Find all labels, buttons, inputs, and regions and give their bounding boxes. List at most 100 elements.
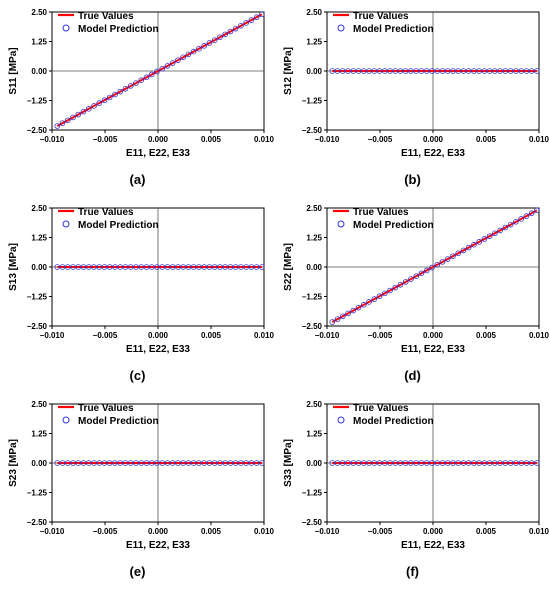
prediction-point — [450, 68, 456, 74]
prediction-point — [339, 460, 346, 466]
prediction-point — [455, 460, 461, 466]
prediction-point — [85, 264, 92, 270]
prediction-point — [154, 264, 160, 270]
subplot-caption: (e) — [129, 564, 146, 579]
y-tick-label: 2.50 — [31, 400, 47, 409]
prediction-point — [518, 460, 524, 466]
prediction-point — [439, 68, 446, 74]
prediction-point — [206, 40, 213, 46]
prediction-point — [429, 460, 435, 466]
prediction-point — [206, 460, 213, 466]
prediction-point — [122, 460, 129, 466]
prediction-point — [455, 250, 461, 257]
legend-marker-swatch — [337, 220, 345, 228]
prediction-point — [248, 17, 255, 23]
prediction-point — [238, 460, 244, 466]
prediction-point — [350, 460, 357, 466]
prediction-point — [175, 460, 181, 466]
prediction-point — [243, 20, 249, 26]
legend-label: True Values — [78, 207, 134, 218]
prediction-point — [366, 68, 372, 74]
prediction-point — [148, 264, 155, 270]
prediction-point — [54, 264, 61, 270]
x-tick-label: −0.010 — [315, 135, 340, 144]
y-tick-label: −1.25 — [302, 489, 323, 498]
prediction-point — [413, 68, 420, 74]
legend-marker-swatch — [62, 220, 70, 228]
prediction-point — [345, 310, 351, 317]
prediction-point — [534, 68, 540, 74]
prediction-point — [238, 23, 244, 29]
prediction-point — [112, 460, 118, 466]
prediction-point — [418, 460, 425, 466]
prediction-point — [534, 460, 540, 466]
prediction-point — [376, 68, 383, 74]
prediction-point — [439, 259, 446, 265]
prediction-point — [392, 284, 399, 291]
x-tick-label: −0.010 — [315, 331, 340, 340]
prediction-point — [528, 210, 535, 217]
prediction-point — [444, 460, 451, 466]
chart-svg: −0.010 −0.005 0.000 0.005 0.010 2.50 1.25 0.00 −… — [283, 8, 550, 159]
prediction-point — [460, 247, 467, 254]
prediction-point — [117, 264, 124, 270]
prediction-point — [392, 68, 399, 74]
y-tick-label: −1.25 — [302, 97, 323, 106]
prediction-point — [85, 106, 92, 112]
x-axis-label: E11, E22, E33 — [126, 148, 190, 159]
prediction-point — [387, 460, 393, 466]
prediction-point — [444, 256, 451, 262]
prediction-point — [143, 460, 150, 466]
legend-label: True Values — [353, 11, 409, 22]
prediction-point — [138, 77, 145, 83]
prediction-point — [185, 264, 192, 270]
prediction-point — [518, 216, 524, 222]
prediction-point — [465, 68, 472, 74]
prediction-point — [169, 460, 176, 466]
prediction-point — [523, 68, 530, 74]
prediction-point — [154, 460, 160, 466]
prediction-point — [455, 68, 461, 74]
prediction-point — [492, 68, 498, 74]
y-tick-label: 0.00 — [306, 67, 322, 76]
prediction-point — [217, 264, 223, 270]
legend-label: True Values — [78, 403, 134, 414]
prediction-point — [75, 264, 82, 270]
prediction-point — [471, 68, 477, 74]
x-tick-label: 0.000 — [423, 331, 444, 340]
x-tick-label: −0.010 — [40, 527, 65, 536]
prediction-point — [408, 276, 414, 282]
y-tick-label: 1.25 — [31, 234, 47, 243]
prediction-point — [91, 264, 97, 270]
prediction-point — [355, 460, 362, 466]
prediction-point — [387, 287, 393, 294]
x-tick-label: 0.005 — [201, 135, 222, 144]
prediction-point — [159, 264, 166, 270]
prediction-point — [238, 264, 244, 270]
subplot-b: −0.010 −0.005 0.000 0.005 0.010 2.50 1.25 0.00 −… — [275, 0, 550, 196]
y-tick-label: 1.25 — [31, 430, 47, 439]
subplot-f: −0.010 −0.005 0.000 0.005 0.010 2.50 1.25 0.00 −… — [275, 392, 550, 588]
prediction-point — [64, 264, 71, 270]
chart-svg: −0.010 −0.005 0.000 0.005 0.010 2.50 1.25 0.00 −… — [8, 8, 275, 159]
legend: True Values Model Prediction — [333, 403, 434, 427]
x-tick-label: −0.005 — [368, 135, 393, 144]
prediction-point — [75, 460, 82, 466]
x-axis-label: E11, E22, E33 — [401, 344, 465, 355]
y-axis-label: S13 [MPa] — [8, 243, 19, 291]
prediction-point — [154, 68, 160, 75]
prediction-point — [164, 63, 171, 69]
x-tick-label: 0.005 — [201, 331, 222, 340]
x-tick-label: 0.005 — [476, 527, 497, 536]
prediction-point — [217, 460, 223, 466]
legend-label: True Values — [353, 207, 409, 218]
y-axis-label: S22 [MPa] — [283, 243, 294, 291]
prediction-point — [117, 88, 124, 95]
prediction-point — [507, 460, 514, 466]
subplot-caption: (b) — [404, 172, 421, 187]
legend: True Values Model Prediction — [333, 11, 434, 35]
prediction-point — [471, 460, 477, 466]
y-tick-label: 1.25 — [306, 234, 322, 243]
prediction-point — [164, 264, 171, 270]
prediction-point — [253, 460, 260, 466]
